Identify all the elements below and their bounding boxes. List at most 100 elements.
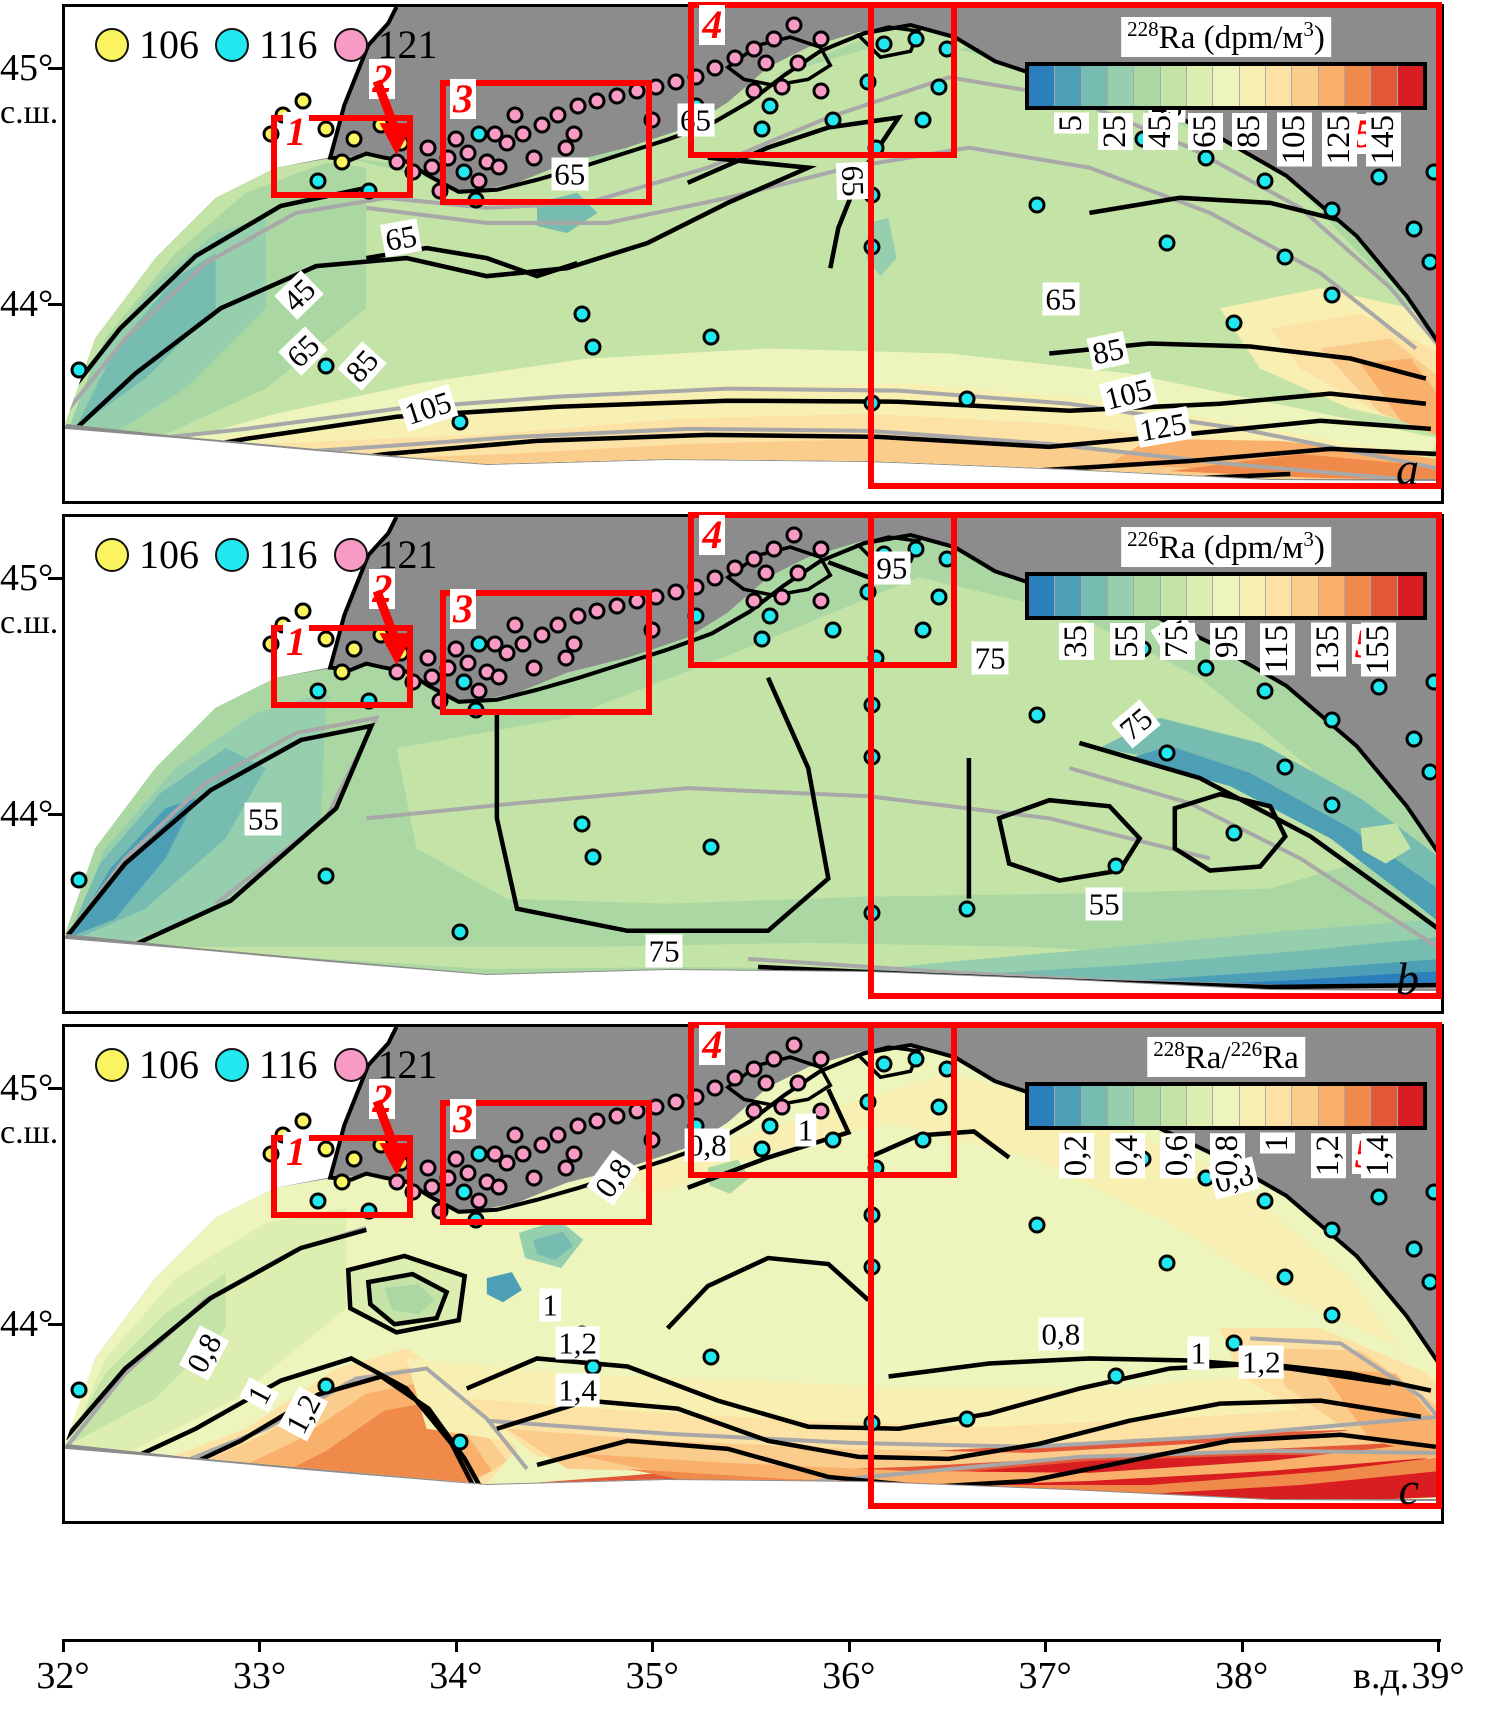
station-dot[interactable] (1028, 706, 1046, 724)
station-dot[interactable] (317, 120, 335, 138)
station-dot[interactable] (498, 644, 516, 662)
station-dot[interactable] (498, 134, 516, 152)
station-dot[interactable] (584, 1358, 602, 1376)
station-dot[interactable] (333, 153, 351, 171)
station-dot[interactable] (451, 923, 469, 941)
station-dot[interactable] (309, 172, 327, 190)
station-dot[interactable] (1370, 678, 1388, 696)
station-dot[interactable] (761, 607, 779, 625)
station-dot[interactable] (459, 654, 477, 672)
station-dot[interactable] (706, 569, 724, 587)
station-dot[interactable] (914, 621, 932, 639)
region-box-5-panel-b[interactable] (868, 512, 1442, 999)
region-box-4-panel-c[interactable] (687, 1022, 957, 1178)
station-dot[interactable] (745, 40, 763, 58)
station-dot[interactable] (765, 30, 783, 48)
station-dot[interactable] (824, 1131, 842, 1149)
station-dot[interactable] (706, 59, 724, 77)
station-dot[interactable] (423, 668, 441, 686)
station-dot[interactable] (785, 1036, 803, 1054)
station-dot[interactable] (1256, 682, 1274, 700)
station-dot[interactable] (569, 607, 587, 625)
station-dot[interactable] (608, 87, 626, 105)
station-dot[interactable] (785, 16, 803, 34)
station-dot[interactable] (773, 1098, 791, 1116)
station-dot[interactable] (757, 54, 775, 72)
station-dot[interactable] (557, 1159, 575, 1177)
station-dot[interactable] (1107, 1367, 1125, 1385)
station-dot[interactable] (958, 900, 976, 918)
station-dot[interactable] (907, 30, 924, 48)
station-dot[interactable] (470, 1192, 488, 1210)
region-box-1-panel-b[interactable] (271, 625, 413, 708)
station-dot[interactable] (470, 1145, 488, 1163)
station-dot[interactable] (757, 564, 775, 582)
station-dot[interactable] (1256, 172, 1274, 190)
station-dot[interactable] (702, 1348, 720, 1366)
station-dot[interactable] (812, 82, 830, 100)
station-dot[interactable] (506, 616, 524, 634)
station-dot[interactable] (1370, 168, 1388, 186)
station-dot[interactable] (514, 125, 532, 143)
station-dot[interactable] (573, 305, 591, 323)
station-dot[interactable] (514, 635, 532, 653)
station-dot[interactable] (726, 1069, 744, 1087)
station-dot[interactable] (317, 630, 335, 648)
station-dot[interactable] (812, 30, 830, 48)
station-dot[interactable] (557, 139, 575, 157)
station-dot[interactable] (506, 1126, 524, 1144)
station-dot[interactable] (470, 682, 488, 700)
station-dot[interactable] (1197, 149, 1215, 167)
station-dot[interactable] (525, 1169, 543, 1187)
station-dot[interactable] (498, 1154, 516, 1172)
station-dot[interactable] (789, 564, 807, 582)
station-dot[interactable] (667, 583, 685, 601)
station-dot[interactable] (1158, 1254, 1176, 1272)
station-dot[interactable] (345, 1150, 363, 1168)
station-dot[interactable] (789, 54, 807, 72)
station-dot[interactable] (1276, 248, 1294, 266)
station-dot[interactable] (451, 413, 469, 431)
station-dot[interactable] (1158, 234, 1176, 252)
station-dot[interactable] (875, 35, 893, 53)
station-dot[interactable] (447, 130, 465, 148)
region-box-3-panel-b[interactable] (440, 589, 653, 715)
station-dot[interactable] (745, 550, 763, 568)
station-dot[interactable] (1405, 1240, 1423, 1258)
station-dot[interactable] (317, 357, 335, 375)
station-dot[interactable] (455, 673, 473, 691)
station-dot[interactable] (549, 106, 567, 124)
station-dot[interactable] (1370, 1188, 1388, 1206)
station-dot[interactable] (419, 649, 437, 667)
station-dot[interactable] (930, 588, 948, 606)
station-dot[interactable] (1225, 1334, 1243, 1352)
station-dot[interactable] (1323, 286, 1341, 304)
station-dot[interactable] (667, 73, 685, 91)
station-dot[interactable] (533, 116, 551, 134)
station-dot[interactable] (875, 1055, 893, 1073)
station-dot[interactable] (958, 390, 976, 408)
station-dot[interactable] (588, 1112, 606, 1130)
station-dot[interactable] (486, 125, 504, 143)
station-dot[interactable] (447, 640, 465, 658)
station-dot[interactable] (470, 125, 488, 143)
station-dot[interactable] (745, 1102, 763, 1120)
station-dot[interactable] (525, 659, 543, 677)
station-dot[interactable] (907, 1050, 924, 1068)
region-box-5-panel-c[interactable] (868, 1022, 1442, 1509)
station-dot[interactable] (608, 1107, 626, 1125)
station-dot[interactable] (549, 616, 567, 634)
station-dot[interactable] (914, 111, 932, 129)
station-dot[interactable] (824, 621, 842, 639)
station-dot[interactable] (565, 635, 583, 653)
station-dot[interactable] (345, 130, 363, 148)
station-dot[interactable] (486, 635, 504, 653)
station-dot[interactable] (1256, 1192, 1274, 1210)
station-dot[interactable] (470, 635, 488, 653)
station-dot[interactable] (958, 1410, 976, 1428)
station-dot[interactable] (812, 1102, 830, 1120)
station-dot[interactable] (486, 1145, 504, 1163)
station-dot[interactable] (1197, 659, 1215, 677)
station-dot[interactable] (419, 139, 437, 157)
station-dot[interactable] (761, 1117, 779, 1135)
